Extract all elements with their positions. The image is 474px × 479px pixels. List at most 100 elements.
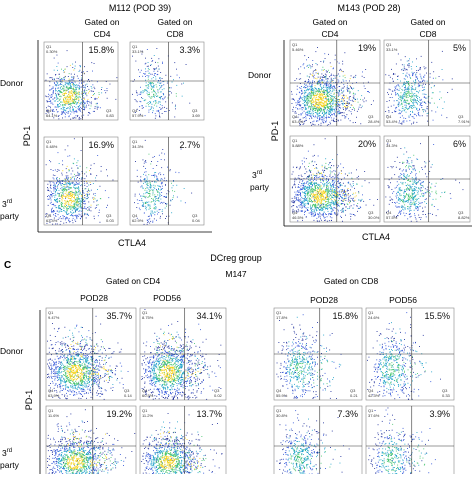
event-dot — [63, 107, 64, 108]
event-dot — [150, 83, 151, 84]
event-dot — [414, 72, 415, 73]
event-dot — [442, 69, 443, 70]
event-dot — [331, 66, 332, 67]
event-dot — [415, 82, 416, 83]
row-label-3rd-sup: rd — [7, 199, 12, 205]
event-dot — [328, 117, 329, 118]
event-dot — [337, 112, 338, 113]
event-dot — [411, 124, 412, 125]
event-dot — [156, 189, 157, 190]
event-dot — [315, 91, 316, 92]
event-dot — [56, 182, 57, 183]
event-dot — [58, 63, 59, 64]
event-dot — [339, 90, 340, 91]
event-dot — [55, 185, 56, 186]
event-dot — [63, 190, 64, 191]
event-dot — [322, 76, 323, 77]
event-dot — [400, 81, 401, 82]
event-dot — [73, 212, 74, 213]
event-dot — [330, 123, 331, 124]
event-dot — [66, 172, 67, 173]
event-dot — [415, 107, 416, 108]
event-dot — [356, 205, 357, 206]
event-dot — [339, 113, 340, 114]
event-dot — [321, 88, 322, 89]
event-dot — [69, 101, 70, 102]
event-dot — [76, 201, 77, 202]
event-dot — [86, 105, 87, 106]
event-dot — [311, 187, 312, 188]
event-dot — [423, 84, 424, 85]
event-dot — [135, 161, 136, 162]
event-dot — [156, 198, 157, 199]
event-dot — [322, 215, 323, 216]
event-dot — [404, 65, 405, 66]
event-dot — [335, 208, 336, 209]
event-dot — [333, 89, 334, 90]
event-dot — [75, 101, 76, 102]
event-dot — [105, 190, 106, 191]
event-dot — [66, 177, 67, 178]
event-dot — [307, 104, 308, 105]
event-dot — [53, 109, 54, 110]
event-dot — [56, 90, 57, 91]
event-dot — [148, 202, 149, 203]
event-dot — [310, 195, 311, 196]
event-dot — [300, 108, 301, 109]
event-dot — [299, 205, 300, 206]
event-dot — [72, 94, 73, 95]
event-dot — [80, 200, 81, 201]
event-dot — [325, 198, 326, 199]
event-dot — [320, 202, 321, 203]
q2-percentage-label: 15.8% — [88, 45, 114, 55]
event-dot — [424, 94, 425, 95]
event-dot — [149, 96, 150, 97]
event-dot — [314, 201, 315, 202]
event-dot — [79, 211, 80, 212]
event-dot — [356, 195, 357, 196]
event-dot — [348, 199, 349, 200]
event-dot — [80, 218, 81, 219]
event-dot — [318, 90, 319, 91]
event-dot — [147, 188, 148, 189]
event-dot — [301, 114, 302, 115]
event-dot — [343, 88, 344, 89]
event-dot — [140, 101, 141, 102]
event-dot — [161, 83, 162, 84]
event-dot — [325, 74, 326, 75]
event-dot — [293, 107, 294, 108]
event-dot — [72, 195, 73, 196]
event-dot — [413, 122, 414, 123]
event-dot — [148, 71, 149, 72]
event-dot — [413, 117, 414, 118]
event-dot — [305, 97, 306, 98]
event-dot — [164, 178, 165, 179]
event-dot — [404, 78, 405, 79]
event-dot — [304, 201, 305, 202]
event-dot — [69, 194, 70, 195]
event-dot — [327, 96, 328, 97]
event-dot — [320, 61, 321, 62]
event-dot — [85, 188, 86, 189]
event-dot — [344, 52, 345, 53]
event-dot — [300, 101, 301, 102]
event-dot — [355, 94, 356, 95]
event-dot — [151, 89, 152, 90]
event-dot — [297, 102, 298, 103]
event-dot — [56, 201, 57, 202]
event-dot — [322, 94, 323, 95]
event-dot — [159, 85, 160, 86]
event-dot — [80, 111, 81, 112]
event-dot — [159, 89, 160, 90]
event-dot — [312, 185, 313, 186]
event-dot — [146, 184, 147, 185]
event-dot — [417, 100, 418, 101]
event-dot — [61, 190, 62, 191]
event-dot — [329, 163, 330, 164]
event-dot — [78, 189, 79, 190]
event-dot — [326, 101, 327, 102]
event-dot — [351, 205, 352, 206]
event-dot — [405, 86, 406, 87]
event-dot — [302, 99, 303, 100]
event-dot — [314, 175, 315, 176]
